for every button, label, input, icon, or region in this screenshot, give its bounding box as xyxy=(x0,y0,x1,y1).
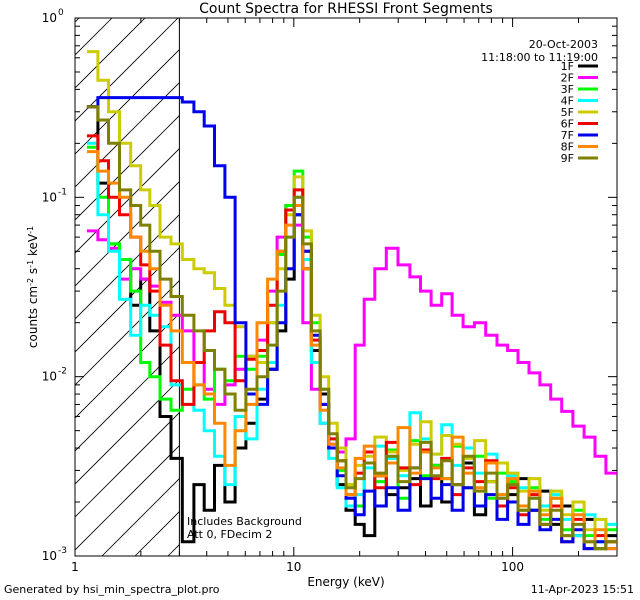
x-axis-label: Energy (keV) xyxy=(307,575,384,589)
hatch-line xyxy=(75,280,180,386)
hatch-line xyxy=(75,247,180,353)
series-line-2F xyxy=(86,204,617,475)
hatch-line xyxy=(75,18,179,122)
series-line-4F xyxy=(86,141,617,544)
series-line-9F xyxy=(86,105,617,551)
y-tick-exponent: -3 xyxy=(58,546,67,556)
annotation-attenuator: Att 0, FDecim 2 xyxy=(187,528,272,541)
footer-date: 11-Apr-2023 15:51 xyxy=(530,583,634,596)
y-tick-exponent: -1 xyxy=(58,187,67,197)
y-tick-label: 10 xyxy=(42,190,57,204)
legend-label-4F: 4F xyxy=(561,95,574,108)
hatch-line xyxy=(75,82,180,188)
legend-label-6F: 6F xyxy=(561,118,574,131)
hatch-lines xyxy=(0,0,180,556)
legend-label-2F: 2F xyxy=(561,72,574,85)
legend-label-5F: 5F xyxy=(561,106,574,119)
hatch-line xyxy=(75,445,180,551)
y-tick-exponent: 0 xyxy=(58,8,64,18)
y-tick-label: 10 xyxy=(42,11,57,25)
hatch-line xyxy=(75,49,180,155)
legend-label-7F: 7F xyxy=(561,129,574,142)
hatch-line xyxy=(75,214,180,320)
series-line-1F xyxy=(86,105,617,551)
plot-frame xyxy=(74,17,618,557)
annotation-background: Includes Background xyxy=(187,515,302,528)
y-tick-exponent: -2 xyxy=(58,367,67,377)
legend-label-3F: 3F xyxy=(561,83,574,96)
y-tick-label: 10 xyxy=(42,549,57,563)
chart-title: Count Spectra for RHESSI Front Segments xyxy=(199,1,493,17)
hatch-line xyxy=(75,379,180,485)
series-line-7F xyxy=(86,96,617,551)
legend-label-9F: 9F xyxy=(561,152,574,165)
generated-by-text: Generated by hsi_min_spectra_plot.pro xyxy=(4,583,220,596)
x-tick-label: 1 xyxy=(71,560,79,574)
hatch-line xyxy=(75,18,146,89)
x-tick-label: 100 xyxy=(501,560,524,574)
hatch-line xyxy=(75,181,180,287)
hatch-line xyxy=(75,148,180,254)
series-line-5F xyxy=(86,50,617,544)
x-tick-label: 10 xyxy=(286,560,301,574)
time-range-label: 11:18:00 to 11:19:00 xyxy=(481,51,598,64)
hatch-line xyxy=(75,412,180,518)
y-axis-label: counts cm-2 s-1 keV-1 xyxy=(26,226,41,348)
legend-label-1F: 1F xyxy=(561,60,574,73)
legend-label-8F: 8F xyxy=(561,141,574,154)
y-tick-label: 10 xyxy=(42,370,57,384)
series-layer xyxy=(86,50,617,551)
hatched-region xyxy=(0,0,180,556)
date-label: 20-Oct-2003 xyxy=(529,38,598,51)
hatch-line xyxy=(0,0,108,556)
series-line-8F xyxy=(86,150,617,551)
